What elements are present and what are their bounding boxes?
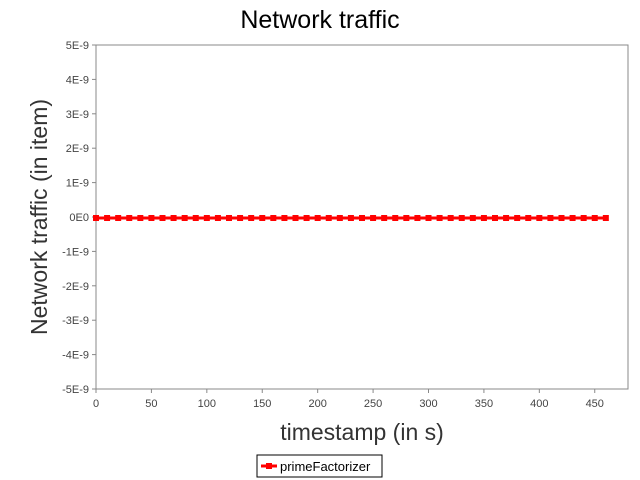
y-tick-label: 3E-9: [66, 109, 89, 121]
data-point-marker: [370, 215, 377, 221]
x-tick-label: 300: [419, 398, 437, 410]
data-point-marker: [347, 215, 354, 221]
data-point-marker: [381, 215, 388, 221]
data-point-marker: [569, 215, 576, 221]
data-point-marker: [170, 215, 177, 221]
data-point-marker: [558, 215, 565, 221]
data-point-marker: [414, 215, 421, 221]
data-point-marker: [480, 215, 487, 221]
data-point-marker: [580, 215, 587, 221]
data-point-marker: [115, 215, 122, 221]
x-tick-label: 100: [198, 398, 216, 410]
legend-series-marker: [266, 463, 272, 469]
data-point-marker: [325, 215, 332, 221]
data-point-marker: [403, 215, 410, 221]
data-point-marker: [336, 215, 343, 221]
data-point-marker: [536, 215, 543, 221]
x-tick-label: 350: [475, 398, 493, 410]
series-layer: [93, 215, 609, 221]
x-axis-label: timestamp (in s): [280, 419, 444, 445]
data-point-marker: [214, 215, 221, 221]
data-point-marker: [436, 215, 443, 221]
data-point-marker: [248, 215, 255, 221]
y-tick-label: 5E-9: [66, 40, 89, 52]
legend-box: [256, 454, 383, 478]
data-point-marker: [281, 215, 288, 221]
data-point-marker: [314, 215, 321, 221]
x-tick-label: 450: [586, 398, 604, 410]
y-tick-label: 4E-9: [66, 74, 89, 86]
x-tick-label: 50: [145, 398, 157, 410]
y-tick-label: 2E-9: [66, 143, 89, 155]
data-point-marker: [104, 215, 111, 221]
x-tick-label: 200: [308, 398, 326, 410]
data-point-marker: [159, 215, 166, 221]
y-tick-label: -3E-9: [62, 315, 89, 327]
data-point-marker: [447, 215, 454, 221]
data-point-marker: [226, 215, 232, 221]
x-tick-label: 0: [93, 398, 99, 410]
data-point-marker: [192, 215, 199, 221]
data-point-marker: [126, 215, 133, 221]
data-point-marker: [547, 215, 554, 221]
y-axis-label: Network traffic (in item): [26, 99, 52, 335]
data-point-marker: [137, 215, 144, 221]
y-tick-label: -4E-9: [62, 350, 89, 362]
data-point-marker: [148, 215, 155, 221]
x-tick-label: 400: [530, 398, 548, 410]
data-point-marker: [93, 215, 99, 221]
y-axis: 5E-9 4E-9 3E-9 2E-9 1E-9 0E0 -1E-9 -2E-9 -3E-9 -4…: [62, 40, 96, 396]
data-point-marker: [292, 215, 299, 221]
chart-title: Network traffic: [240, 6, 399, 34]
y-tick-label: -5E-9: [62, 384, 89, 396]
data-point-marker: [458, 215, 465, 221]
x-tick-label: 150: [253, 398, 271, 410]
data-point-marker: [270, 215, 277, 221]
data-point-marker: [591, 215, 598, 221]
data-point-marker: [359, 215, 365, 221]
legend: primeFactorizer: [256, 454, 383, 478]
data-point-marker: [514, 215, 521, 221]
data-point-marker: [503, 215, 510, 221]
data-point-marker: [303, 215, 310, 221]
data-point-marker: [492, 215, 498, 221]
data-point-marker: [469, 215, 476, 221]
legend-series-label: primeFactorizer: [280, 459, 371, 474]
x-axis: 0 50 100 150 200 250 300 350 400 450: [93, 389, 604, 410]
data-point-marker: [602, 215, 609, 221]
y-tick-label: -1E-9: [62, 246, 89, 258]
x-tick-label: 250: [364, 398, 382, 410]
data-point-marker: [392, 215, 399, 221]
data-point-marker: [259, 215, 266, 221]
data-point-marker: [237, 215, 244, 221]
data-point-marker: [203, 215, 210, 221]
data-point-marker: [181, 215, 188, 221]
data-point-marker: [425, 215, 432, 221]
data-point-marker: [525, 215, 532, 221]
y-tick-label: 0E0: [69, 212, 89, 224]
y-tick-label: 1E-9: [66, 178, 89, 190]
y-tick-label: -2E-9: [62, 281, 89, 293]
